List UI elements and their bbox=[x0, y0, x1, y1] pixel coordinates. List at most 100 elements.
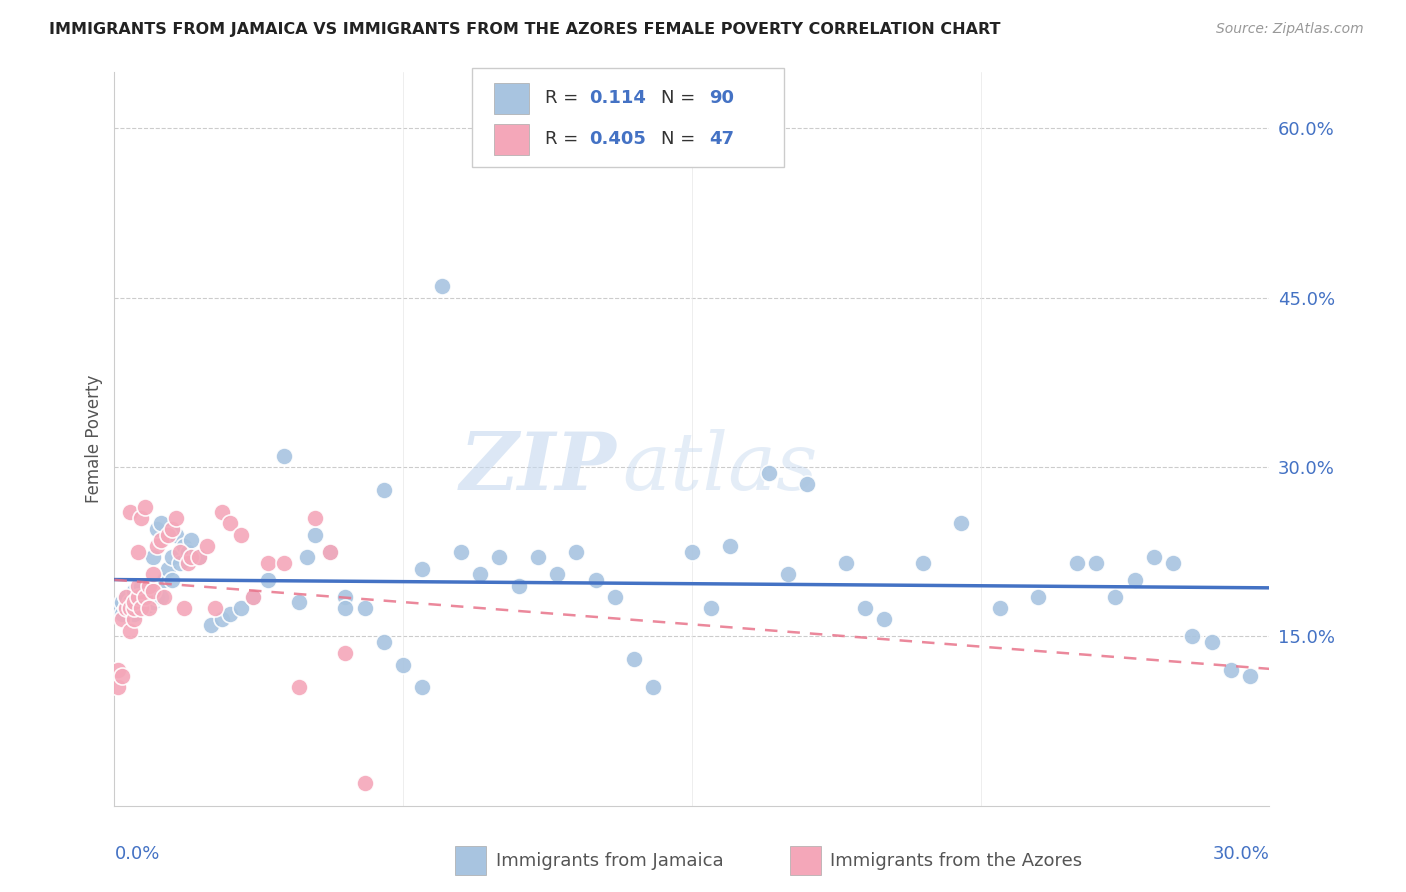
Point bbox=[257, 556, 280, 570]
Text: IMMIGRANTS FROM JAMAICA VS IMMIGRANTS FROM THE AZORES FEMALE POVERTY CORRELATION: IMMIGRANTS FROM JAMAICA VS IMMIGRANTS FR… bbox=[49, 22, 1001, 37]
Point bbox=[623, 652, 645, 666]
Point bbox=[835, 556, 858, 570]
Point bbox=[231, 527, 253, 541]
Point bbox=[127, 595, 149, 609]
Point bbox=[157, 561, 180, 575]
Text: 47: 47 bbox=[709, 129, 734, 148]
Point bbox=[188, 550, 211, 565]
FancyBboxPatch shape bbox=[790, 846, 821, 875]
Point bbox=[718, 539, 741, 553]
Point bbox=[873, 612, 896, 626]
Point bbox=[165, 511, 187, 525]
Point bbox=[1085, 556, 1108, 570]
Text: 0.405: 0.405 bbox=[589, 129, 645, 148]
Point bbox=[603, 590, 626, 604]
Point bbox=[145, 522, 167, 536]
Point bbox=[145, 590, 167, 604]
Point bbox=[149, 533, 172, 548]
Point bbox=[153, 590, 176, 604]
Point bbox=[411, 680, 433, 694]
Point bbox=[111, 612, 134, 626]
Text: 0.0%: 0.0% bbox=[114, 845, 160, 863]
Point bbox=[273, 449, 295, 463]
Point bbox=[149, 516, 172, 531]
Point bbox=[450, 544, 472, 558]
Point bbox=[288, 595, 311, 609]
Point bbox=[173, 601, 195, 615]
Point bbox=[127, 590, 149, 604]
Point bbox=[200, 618, 222, 632]
Point bbox=[242, 590, 264, 604]
Point bbox=[131, 601, 153, 615]
Point bbox=[153, 573, 176, 587]
Point bbox=[160, 573, 183, 587]
Point bbox=[131, 601, 153, 615]
Text: 90: 90 bbox=[709, 88, 734, 107]
Text: Immigrants from Jamaica: Immigrants from Jamaica bbox=[495, 852, 723, 870]
Point bbox=[1201, 635, 1223, 649]
Point bbox=[204, 601, 226, 615]
Point bbox=[131, 595, 153, 609]
Point bbox=[169, 544, 191, 558]
Point bbox=[180, 533, 202, 548]
Point bbox=[122, 601, 145, 615]
Point bbox=[122, 584, 145, 599]
Point bbox=[508, 578, 530, 592]
Point bbox=[127, 544, 149, 558]
Point bbox=[118, 601, 141, 615]
Point bbox=[231, 601, 253, 615]
Point bbox=[319, 544, 342, 558]
Point bbox=[127, 578, 149, 592]
Point bbox=[188, 550, 211, 565]
Point bbox=[115, 590, 138, 604]
Point bbox=[122, 612, 145, 626]
Point bbox=[527, 550, 550, 565]
Point bbox=[304, 511, 326, 525]
Point bbox=[122, 601, 145, 615]
Point bbox=[107, 601, 129, 615]
Point bbox=[335, 590, 357, 604]
Point bbox=[288, 680, 311, 694]
Point bbox=[911, 556, 934, 570]
Point bbox=[1219, 663, 1241, 677]
Point bbox=[173, 539, 195, 553]
Point bbox=[160, 522, 183, 536]
Y-axis label: Female Poverty: Female Poverty bbox=[86, 375, 103, 503]
Point bbox=[468, 567, 491, 582]
Point bbox=[145, 539, 167, 553]
Point bbox=[134, 601, 156, 615]
Point bbox=[122, 595, 145, 609]
Point bbox=[169, 556, 191, 570]
Point bbox=[138, 598, 160, 612]
Text: ZIP: ZIP bbox=[460, 429, 617, 507]
Point bbox=[115, 601, 138, 615]
Point bbox=[142, 595, 165, 609]
Point bbox=[853, 601, 876, 615]
Point bbox=[988, 601, 1011, 615]
Text: N =: N = bbox=[661, 129, 695, 148]
Text: Immigrants from the Azores: Immigrants from the Azores bbox=[831, 852, 1083, 870]
Text: 30.0%: 30.0% bbox=[1212, 845, 1270, 863]
Point bbox=[319, 544, 342, 558]
Point bbox=[1026, 590, 1049, 604]
Point bbox=[796, 477, 818, 491]
Point bbox=[211, 505, 233, 519]
Point bbox=[295, 550, 318, 565]
Point bbox=[758, 466, 780, 480]
Point bbox=[107, 663, 129, 677]
Point bbox=[681, 544, 703, 558]
Point bbox=[131, 511, 153, 525]
Point bbox=[111, 607, 134, 621]
Point bbox=[1181, 629, 1204, 643]
Point bbox=[176, 556, 198, 570]
Point bbox=[115, 601, 138, 615]
Point bbox=[180, 550, 202, 565]
Point bbox=[160, 550, 183, 565]
Text: 0.114: 0.114 bbox=[589, 88, 645, 107]
Point bbox=[1239, 669, 1261, 683]
Text: Source: ZipAtlas.com: Source: ZipAtlas.com bbox=[1216, 22, 1364, 37]
Point bbox=[643, 680, 665, 694]
Point bbox=[373, 483, 395, 497]
Point bbox=[142, 584, 165, 599]
Point bbox=[118, 595, 141, 609]
